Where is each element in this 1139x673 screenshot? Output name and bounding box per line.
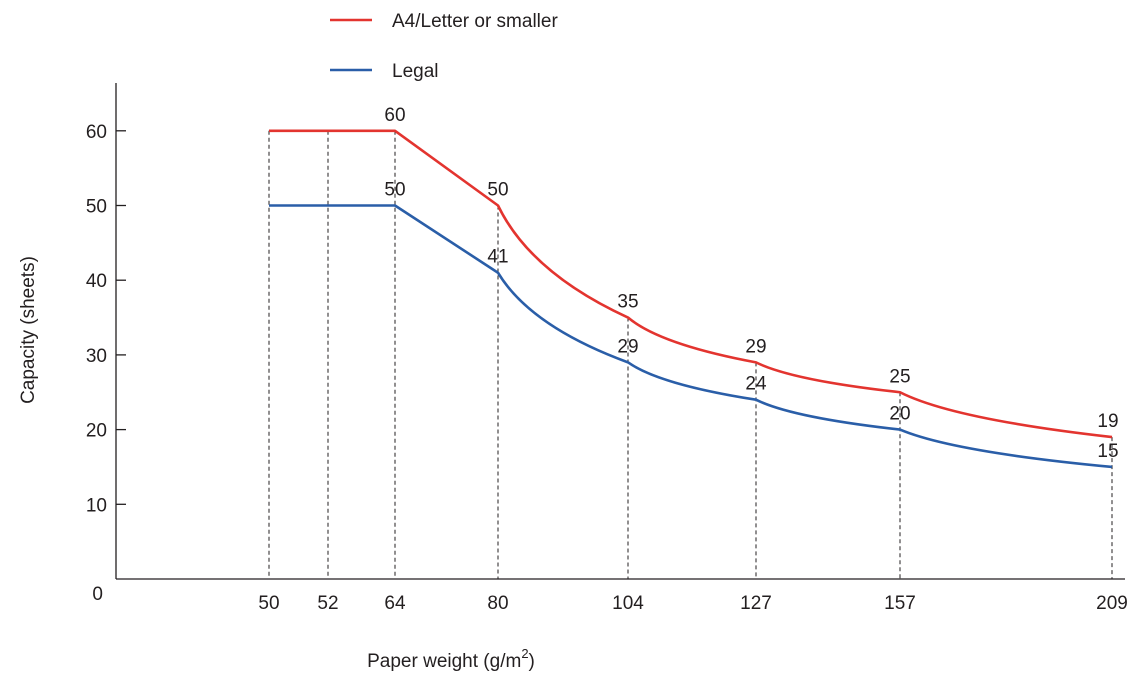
data-label-a4-80: 50 xyxy=(487,180,508,201)
y-tick-label-30: 30 xyxy=(86,346,107,367)
y-tick-label-10: 10 xyxy=(86,495,107,516)
data-label-a4-209: 19 xyxy=(1097,411,1118,432)
x-tick-label-209: 209 xyxy=(1096,593,1128,614)
x-axis-title-close: ) xyxy=(529,651,535,672)
series-line-legal xyxy=(269,204,1113,469)
x-tick-label-52: 52 xyxy=(317,593,338,614)
series-line-a4-letter xyxy=(269,129,1113,439)
x-tick-label-104: 104 xyxy=(612,593,644,614)
x-tick-label-64: 64 xyxy=(384,593,406,614)
data-label-legal-127: 24 xyxy=(745,374,767,395)
legend-label-legal: Legal xyxy=(392,61,439,82)
legend: A4/Letter or smaller Legal xyxy=(330,11,558,82)
y-tick-label-60: 60 xyxy=(86,122,107,143)
x-axis-title: Paper weight (g/m2) xyxy=(367,646,535,672)
data-label-legal-80: 41 xyxy=(487,247,508,268)
y-axis-title: Capacity (sheets) xyxy=(18,256,39,404)
ticks: 0 10 20 30 40 50 60 50 52 64 80 104 127 157 209 xyxy=(86,122,1128,614)
y-tick-label-0: 0 xyxy=(92,584,103,605)
data-label-legal-104: 29 xyxy=(617,336,638,357)
data-label-a4-127: 29 xyxy=(745,336,766,357)
axes xyxy=(115,83,1125,580)
x-tick-label-127: 127 xyxy=(740,593,772,614)
data-labels: 60 50 35 29 25 19 50 41 29 24 20 15 xyxy=(384,105,1118,462)
x-tick-label-157: 157 xyxy=(884,593,916,614)
data-label-a4-157: 25 xyxy=(889,366,910,387)
legend-label-a4-letter: A4/Letter or smaller xyxy=(392,11,558,32)
x-tick-label-50: 50 xyxy=(258,593,279,614)
y-tick-label-40: 40 xyxy=(86,271,107,292)
data-label-legal-64: 50 xyxy=(384,180,405,201)
series-lines xyxy=(269,129,1113,469)
data-label-legal-209: 15 xyxy=(1097,441,1118,462)
x-axis-title-main: Paper weight (g/m xyxy=(367,651,521,672)
y-tick-label-50: 50 xyxy=(86,197,107,218)
y-tick-label-20: 20 xyxy=(86,421,107,442)
data-label-a4-104: 35 xyxy=(617,292,638,313)
x-axis-title-sup: 2 xyxy=(521,646,528,661)
data-label-a4-64: 60 xyxy=(384,105,405,126)
data-label-legal-157: 20 xyxy=(889,404,910,425)
x-tick-label-80: 80 xyxy=(487,593,508,614)
